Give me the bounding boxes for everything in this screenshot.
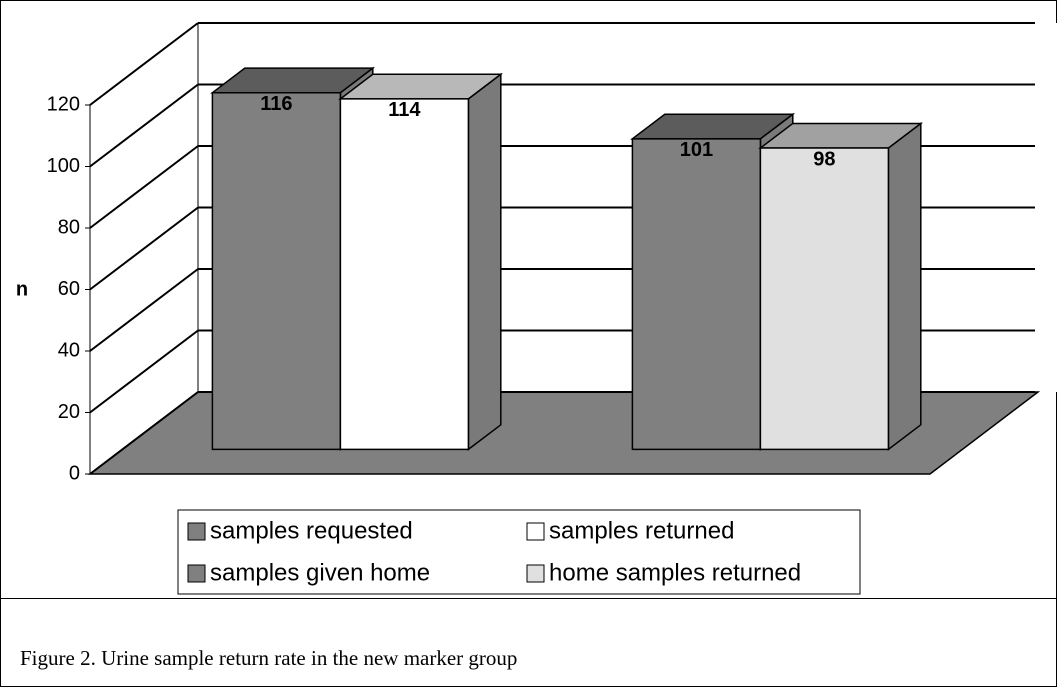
bar-front xyxy=(339,98,470,451)
y-tick-label: 80 xyxy=(58,216,80,238)
grid-line xyxy=(89,329,199,414)
legend-label: home samples returned xyxy=(549,559,801,586)
bar-side xyxy=(467,72,502,451)
bar-front xyxy=(631,138,762,451)
bar: 114 xyxy=(338,72,504,451)
y-tick-label: 100 xyxy=(47,155,80,177)
bar: 98 xyxy=(758,121,924,451)
plot: 0 20 40 60 80 100 120 116 114 101 98 xyxy=(47,22,1057,484)
data-label: 114 xyxy=(388,99,421,121)
y-tick-label: 20 xyxy=(58,401,80,423)
legend-swatch xyxy=(526,522,545,541)
legend-label: samples returned xyxy=(549,517,734,544)
legend-swatch xyxy=(526,564,545,583)
y-axis-label: n xyxy=(16,278,28,300)
bar-front xyxy=(759,147,890,451)
data-label: 116 xyxy=(260,93,292,115)
grid-line xyxy=(89,83,199,168)
y-tick-label: 120 xyxy=(47,93,80,115)
bar-front xyxy=(211,91,342,451)
y-tick-label: 40 xyxy=(58,339,80,361)
grid-line xyxy=(89,268,199,352)
grid-line xyxy=(89,145,199,229)
legend-label: samples given home xyxy=(210,559,430,586)
legend-swatch xyxy=(187,522,206,541)
grid-line xyxy=(89,391,199,475)
legend-swatch xyxy=(187,564,206,583)
caption: Figure 2. Urine sample return rate in th… xyxy=(20,646,517,670)
bar-side xyxy=(887,121,922,451)
y-tick-label: 0 xyxy=(69,462,80,484)
grid-line xyxy=(89,22,199,106)
grid-line xyxy=(89,206,199,291)
legend-label: samples requested xyxy=(210,517,413,544)
legend xyxy=(177,509,861,595)
legend-items: samples requested samples returned samples… xyxy=(187,517,801,586)
y-tick-label: 60 xyxy=(58,278,80,300)
data-label: 98 xyxy=(813,148,835,170)
data-label: 101 xyxy=(680,139,713,161)
